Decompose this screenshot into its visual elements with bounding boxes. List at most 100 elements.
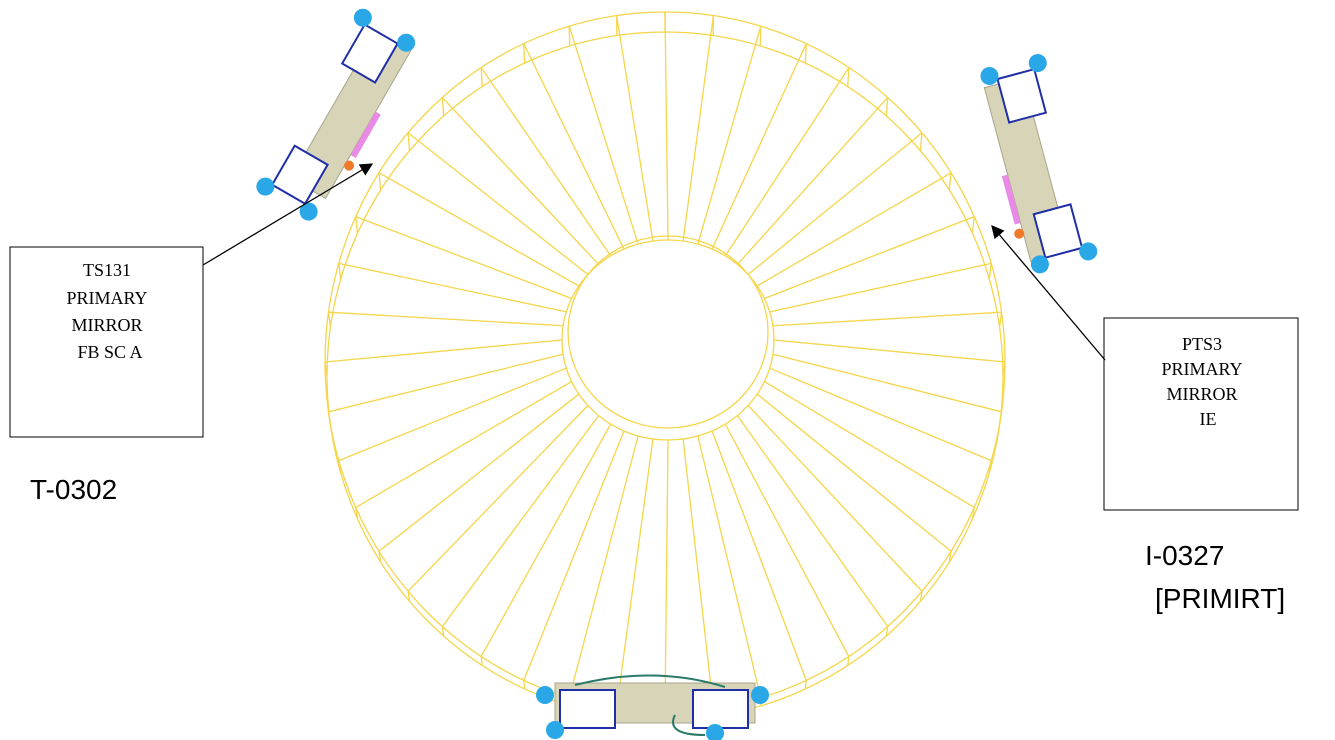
callout-arrow [991, 225, 1106, 361]
callout-box [1103, 317, 1299, 511]
wire [407, 132, 589, 276]
wire [615, 438, 654, 709]
wire [523, 680, 526, 689]
wire [378, 551, 382, 563]
wire [988, 460, 992, 474]
wire [724, 423, 850, 657]
wire [682, 438, 715, 709]
wire [407, 405, 589, 592]
wire [885, 97, 889, 117]
wire [759, 26, 762, 46]
wire [747, 405, 923, 592]
wire [355, 216, 359, 234]
wire [480, 67, 612, 257]
wire [764, 215, 975, 300]
wire [764, 380, 975, 508]
wire [756, 393, 952, 552]
mechanism-top-left [256, 8, 416, 221]
part-tag: T-0302 [30, 474, 117, 505]
wire [326, 31, 1004, 721]
callout-line: PRIMARY [66, 288, 147, 308]
part-tag: [PRIMIRT] [1155, 583, 1285, 614]
wire [736, 415, 889, 627]
wire [338, 263, 342, 280]
wire [355, 507, 359, 520]
wire [324, 339, 563, 363]
wire [998, 312, 1003, 328]
wire [697, 25, 762, 245]
callout-line: MIRROR [71, 315, 142, 335]
wire [355, 380, 572, 508]
wire [378, 393, 580, 552]
mechanism-bottom [536, 674, 769, 740]
wire [480, 67, 483, 87]
callout-line: IE [1200, 409, 1217, 429]
wire [328, 353, 564, 413]
wire [948, 551, 952, 563]
wire [523, 43, 625, 250]
wire [1002, 361, 1006, 377]
part-tag: I-0327 [1145, 540, 1224, 571]
wire [327, 312, 332, 328]
callout-line: MIRROR [1166, 384, 1237, 404]
wireframe-ring [324, 11, 1006, 721]
wire [804, 680, 807, 689]
wire [523, 430, 625, 681]
wire [568, 26, 571, 46]
wire [736, 97, 889, 265]
wire [971, 216, 975, 234]
wire [328, 311, 564, 327]
wire [885, 626, 889, 637]
callout-line: TS131 [83, 260, 131, 280]
wire [355, 215, 572, 300]
wire [664, 11, 669, 241]
wire [327, 411, 332, 426]
wire [948, 172, 952, 191]
wire [847, 656, 850, 666]
callout-box [9, 246, 204, 438]
wire [441, 626, 445, 637]
wire [338, 262, 567, 313]
wire [407, 132, 411, 151]
wire [378, 172, 580, 287]
callout-line: FB SC A [77, 342, 142, 362]
wire [772, 353, 1002, 413]
wire [615, 15, 654, 242]
wire [682, 15, 715, 242]
wire [441, 97, 445, 117]
wire [480, 656, 483, 666]
callout-line: PRIMARY [1161, 359, 1242, 379]
wire [847, 67, 850, 87]
wire [407, 591, 411, 602]
wire [998, 411, 1003, 426]
wire [919, 591, 923, 602]
wire [697, 435, 762, 698]
wire [378, 172, 382, 191]
wire [568, 435, 639, 698]
wire [724, 67, 850, 257]
wire [756, 172, 952, 287]
wire [919, 132, 923, 151]
wire [711, 43, 807, 250]
wire [769, 367, 992, 462]
wire [769, 262, 992, 313]
callout-arrow [202, 163, 374, 266]
wire [338, 367, 567, 462]
wire [747, 132, 923, 276]
wire [971, 507, 975, 520]
wire [711, 430, 807, 681]
callout-line: PTS3 [1182, 334, 1222, 354]
wire [480, 423, 612, 657]
wire [441, 415, 600, 627]
wire [338, 460, 342, 474]
wire [773, 339, 1006, 363]
wire [804, 43, 807, 64]
wire [441, 97, 600, 265]
wire [988, 263, 992, 280]
wire [324, 361, 328, 377]
wire [324, 11, 1006, 713]
wire [561, 239, 775, 441]
wire [568, 25, 639, 245]
